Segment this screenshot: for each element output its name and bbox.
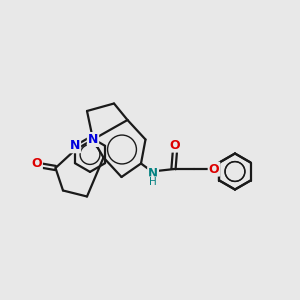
Text: N: N bbox=[88, 133, 98, 146]
Text: N: N bbox=[70, 139, 80, 152]
Text: O: O bbox=[209, 163, 219, 176]
Text: O: O bbox=[170, 139, 180, 152]
Text: O: O bbox=[31, 157, 42, 170]
Text: N: N bbox=[148, 167, 158, 180]
Text: H: H bbox=[149, 177, 157, 187]
